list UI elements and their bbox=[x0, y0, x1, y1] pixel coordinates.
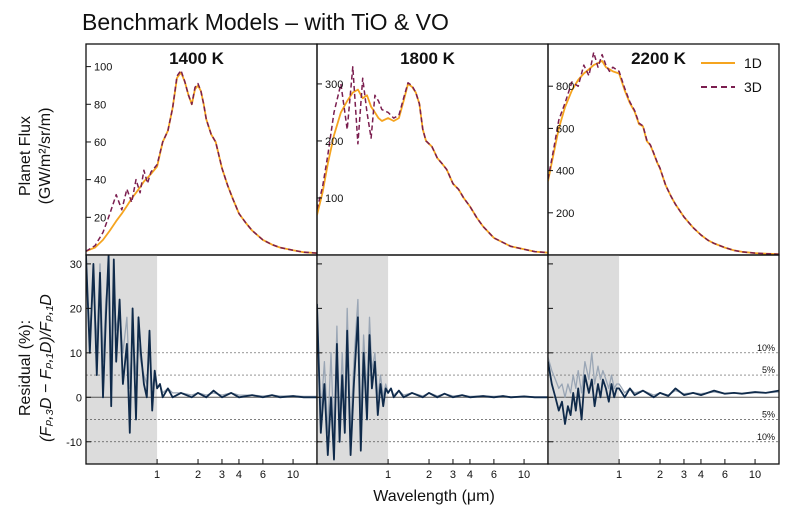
x-tick-label: 3 bbox=[219, 469, 225, 481]
residual-line bbox=[317, 303, 548, 461]
x-tick-label: 2 bbox=[657, 469, 663, 481]
y-axis-label-flux: Planet Flux (GW/m²/sr/m) bbox=[17, 108, 54, 205]
x-tick-label: 10 bbox=[518, 469, 530, 481]
legend-label-1d: 1D bbox=[744, 55, 762, 71]
x-tick-label: 2 bbox=[195, 469, 201, 481]
panel-title: 1400 K bbox=[169, 49, 225, 68]
panel-1: 1400 K 20 40 60 80 100 -10 0 10 20 30 1 2 3 4 6 10 bbox=[66, 43, 318, 481]
legend: 1D 3D bbox=[701, 55, 762, 95]
x-tick-label: 1 bbox=[385, 469, 391, 481]
residual-y-tick-label: -10 bbox=[66, 437, 82, 449]
residual-plot-area bbox=[86, 255, 317, 464]
y-tick-label: 300 bbox=[325, 79, 343, 91]
y-tick-label: 80 bbox=[94, 99, 106, 111]
x-tick-label: 6 bbox=[722, 469, 728, 481]
panel-title: 1800 K bbox=[400, 49, 456, 68]
residual-frame bbox=[547, 254, 780, 465]
x-tick-label: 3 bbox=[450, 469, 456, 481]
flux-plot-area bbox=[86, 69, 317, 254]
x-tick-label: 1 bbox=[154, 469, 160, 481]
x-tick-label: 4 bbox=[698, 469, 704, 481]
legend-label-3d: 3D bbox=[744, 79, 762, 95]
reference-line-label: 10% bbox=[757, 343, 775, 353]
reference-line-label: 10% bbox=[757, 432, 775, 442]
figure-title: Benchmark Models – with TiO & VO bbox=[82, 9, 449, 35]
y-tick-label: 40 bbox=[94, 175, 106, 187]
panel-3: 2200 K 200 400 600 800 10% 5% 5% 10% 1 2 3 4 6 10 bbox=[547, 43, 780, 481]
x-axis-label: Wavelength (μm) bbox=[373, 488, 495, 505]
residual-line bbox=[86, 255, 317, 434]
y-tick-label: 100 bbox=[94, 62, 112, 74]
series-line-3d bbox=[86, 69, 317, 254]
x-tick-label: 2 bbox=[426, 469, 432, 481]
y-tick-label: 200 bbox=[556, 208, 574, 220]
y-tick-label: 20 bbox=[94, 212, 106, 224]
y-axis-label-flux-line1: Planet Flux bbox=[17, 116, 34, 196]
residual-y-tick-label: 0 bbox=[76, 392, 82, 404]
reference-line-label: 5% bbox=[762, 410, 775, 420]
x-tick-label: 10 bbox=[749, 469, 761, 481]
y-tick-label: 800 bbox=[556, 81, 574, 93]
series-line-3d bbox=[317, 66, 548, 254]
residual-y-tick-label: 20 bbox=[70, 303, 82, 315]
residual-plot-area bbox=[317, 255, 548, 464]
series-line-1d bbox=[317, 83, 548, 254]
x-tick-label: 6 bbox=[491, 469, 497, 481]
shaded-region bbox=[548, 255, 620, 464]
residual-y-tick-label: 10 bbox=[70, 348, 82, 360]
x-tick-label: 3 bbox=[681, 469, 687, 481]
series-line-3d bbox=[548, 51, 779, 255]
x-tick-label: 4 bbox=[236, 469, 242, 481]
residual-plot-area bbox=[548, 255, 779, 464]
flux-plot-area bbox=[548, 51, 779, 255]
y-tick-label: 100 bbox=[325, 193, 343, 205]
panel-2: 1800 K 100 200 300 1 2 3 4 6 10 bbox=[316, 43, 549, 481]
x-tick-label: 1 bbox=[616, 469, 622, 481]
y-tick-label: 60 bbox=[94, 137, 106, 149]
x-tick-label: 10 bbox=[287, 469, 299, 481]
residual-line bbox=[548, 361, 779, 425]
residual-line-faint bbox=[548, 352, 779, 398]
flux-frame bbox=[85, 43, 318, 256]
x-tick-label: 4 bbox=[467, 469, 473, 481]
reference-line-label: 5% bbox=[762, 365, 775, 375]
residual-y-tick-label: 30 bbox=[70, 259, 82, 271]
y-axis-label-residual-line1: Residual (%): bbox=[17, 320, 34, 416]
x-tick-label: 6 bbox=[260, 469, 266, 481]
y-tick-label: 200 bbox=[325, 136, 343, 148]
y-tick-label: 600 bbox=[556, 123, 574, 135]
series-line-1d bbox=[86, 71, 317, 254]
y-axis-label-flux-line2: (GW/m²/sr/m) bbox=[37, 108, 54, 205]
panel-title: 2200 K bbox=[631, 49, 687, 68]
y-tick-label: 400 bbox=[556, 166, 574, 178]
flux-plot-area bbox=[317, 66, 548, 254]
y-axis-label-residual: Residual (%): (Fₚ,₃D − Fₚ,₁D)/Fₚ,₁D bbox=[17, 294, 55, 442]
y-axis-label-residual-line2: (Fₚ,₃D − Fₚ,₁D)/Fₚ,₁D bbox=[38, 294, 55, 442]
